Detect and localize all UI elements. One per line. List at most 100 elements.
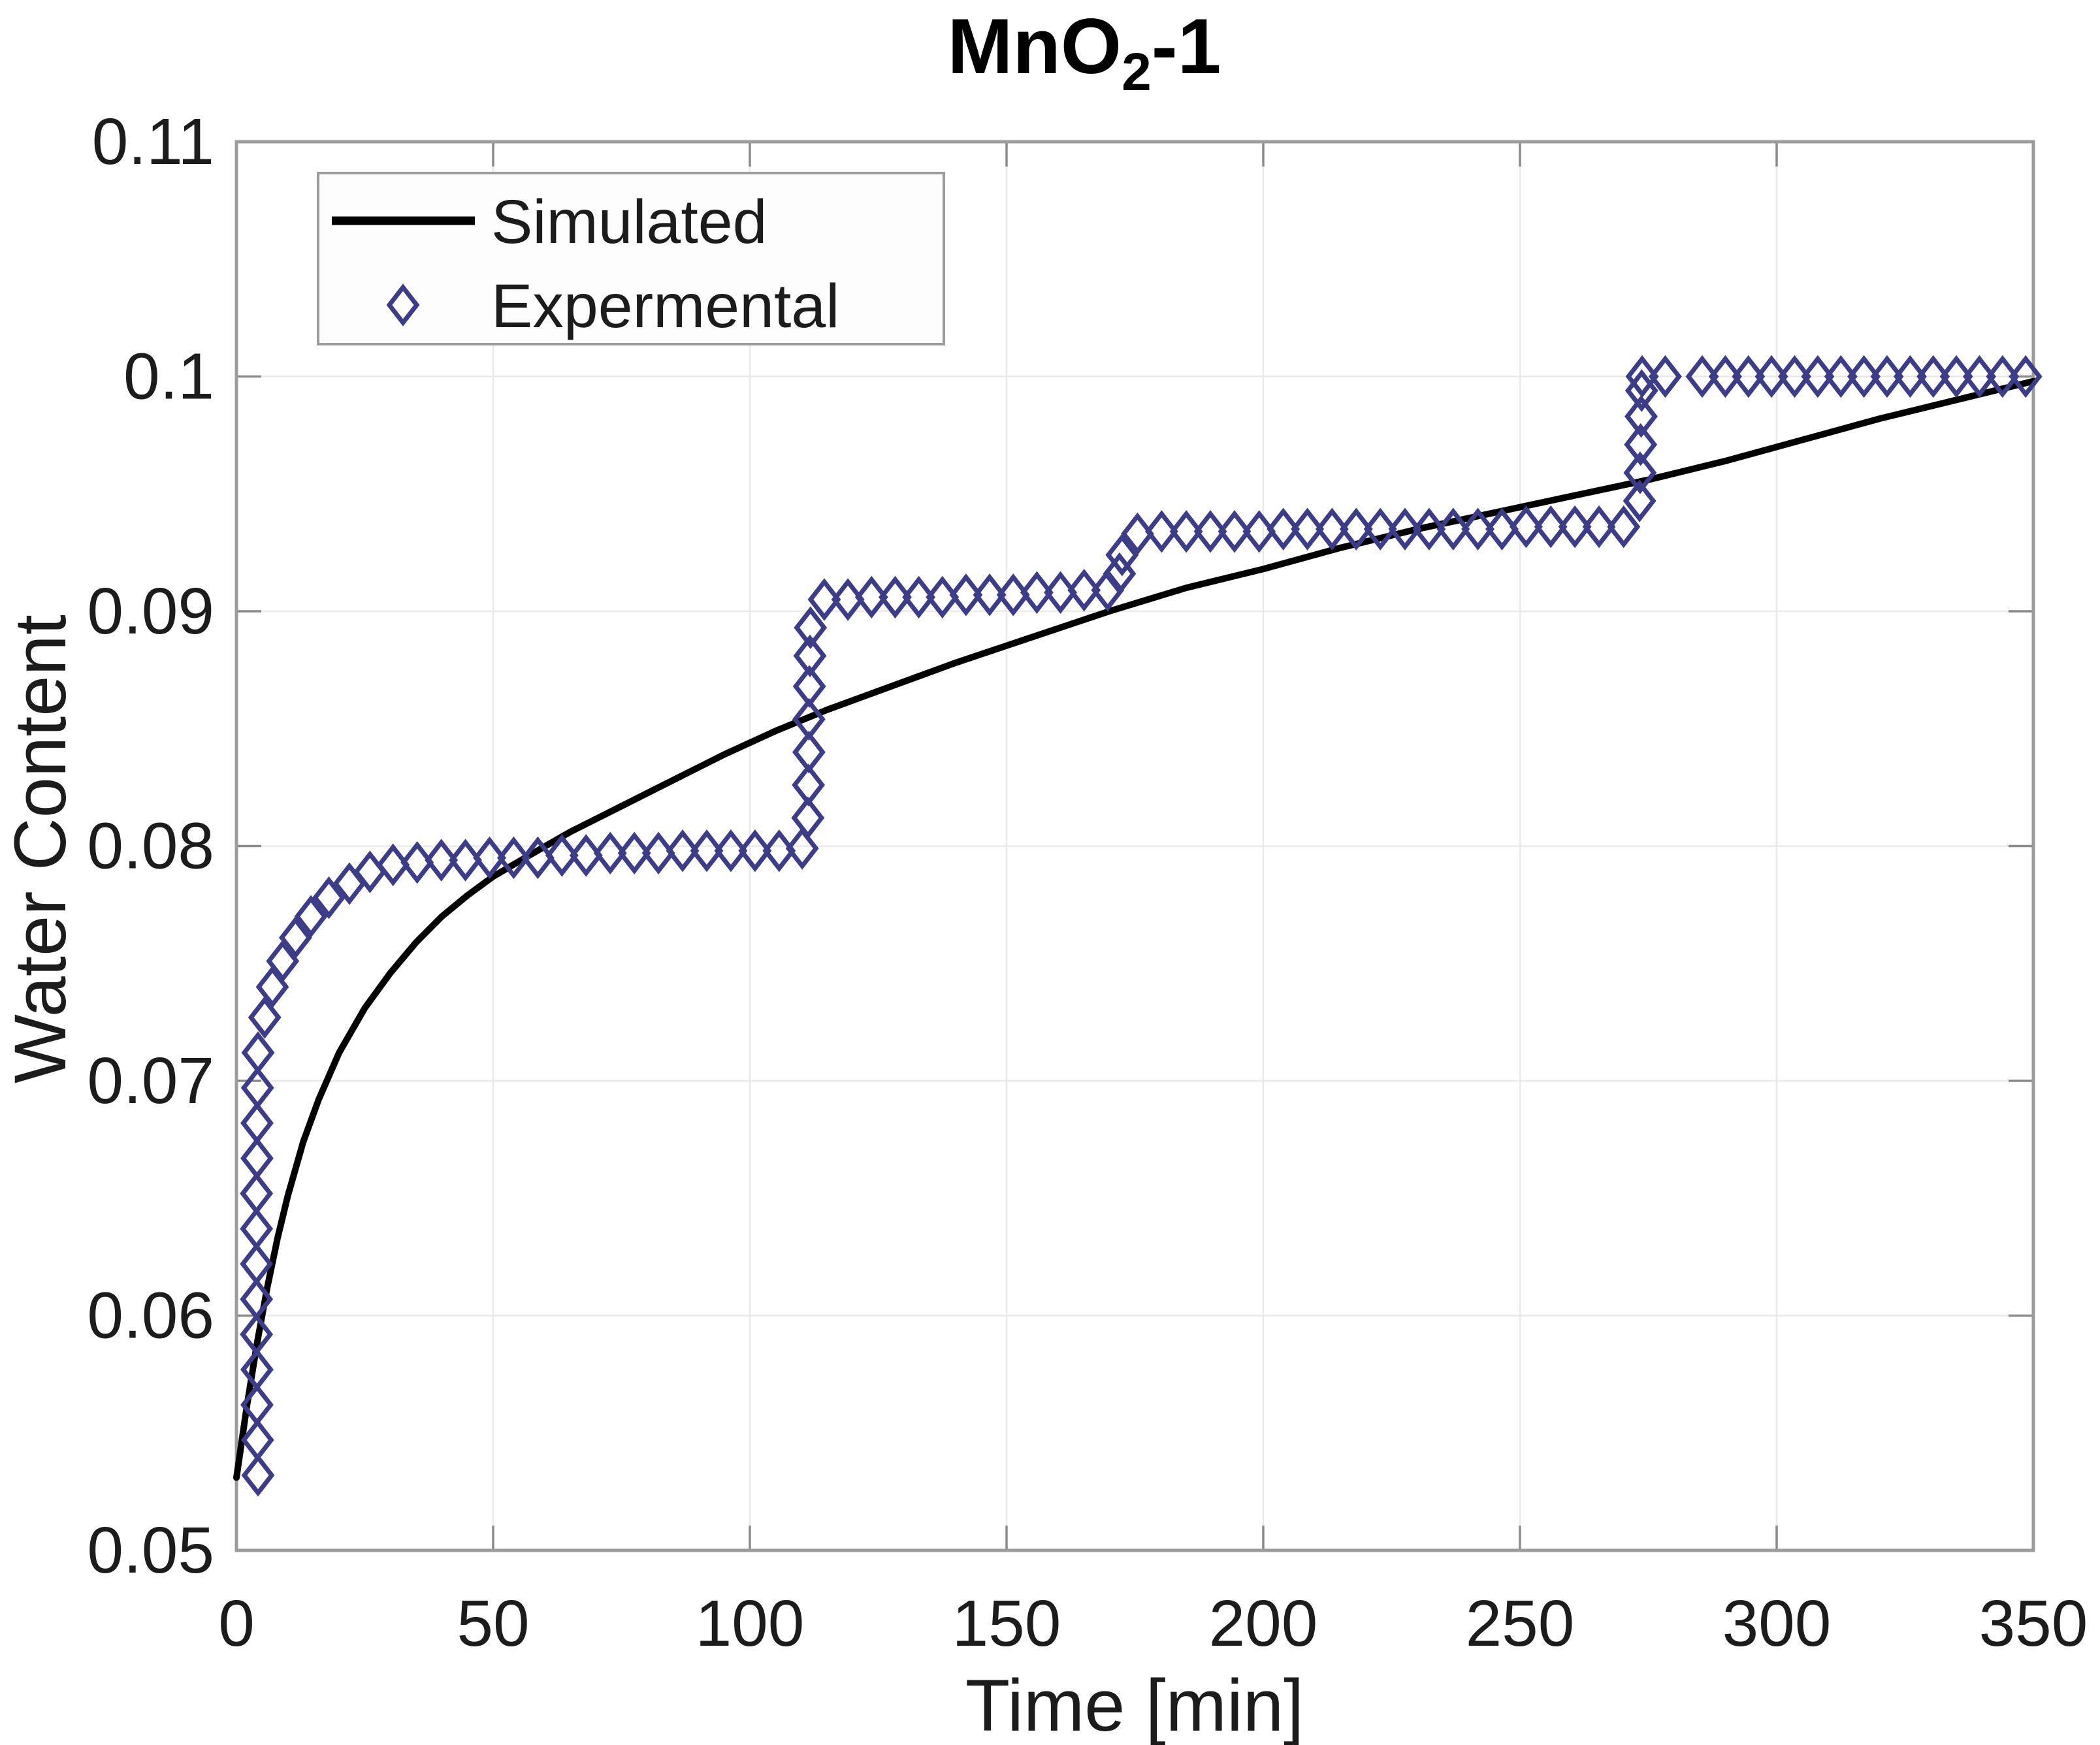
experimental-data-point: [240, 1136, 274, 1180]
experimental-data-point: [792, 730, 826, 774]
plot-border: [234, 140, 2035, 1552]
experimental-data-point: [1754, 355, 1788, 398]
x-tick-label: 300: [1722, 1587, 1832, 1660]
simulated-curve: [233, 377, 2037, 1481]
y-tick-label: 0.06: [87, 1279, 214, 1353]
experimental-data-point: [1315, 507, 1349, 551]
experimental-data-point: [1939, 355, 1973, 398]
experimental-data-point: [241, 1031, 275, 1074]
y-tick-label: 0.1: [123, 340, 214, 413]
experimental-data-point: [1509, 505, 1543, 549]
chart-title-prefix: MnO: [948, 3, 1122, 90]
experimental-data-point: [266, 939, 300, 983]
experimental-data-point: [240, 1313, 274, 1356]
experimental-data-point: [1824, 355, 1858, 398]
experimental-data-point: [2009, 355, 2043, 398]
experimental-data-point: [1534, 505, 1568, 549]
experimental-data-point: [1963, 355, 1996, 398]
experimental-data-point: [521, 836, 555, 880]
experimental-data-point: [1870, 355, 1904, 398]
x-tick-label: 350: [1979, 1587, 2088, 1660]
x-tick-label: 150: [952, 1587, 1061, 1660]
experimental-data-point: [240, 1348, 274, 1391]
x-tick-labels: 0 50 100 150 200 250 300 350: [218, 1587, 2088, 1660]
experimental-data-point: [791, 796, 825, 840]
experimental-data-point: [1847, 355, 1881, 398]
experimental-data-point: [1103, 552, 1137, 596]
y-tick-label: 0.08: [87, 810, 214, 883]
x-tick-label: 50: [457, 1587, 529, 1660]
experimental-data-point: [762, 829, 796, 872]
y-axis-label: Water Content: [0, 615, 81, 1083]
experimental-data-point: [879, 575, 912, 619]
experimental-data-point: [926, 575, 960, 619]
experimental-data-point: [1623, 479, 1656, 522]
experimental-data-point: [400, 840, 434, 884]
experimental-data-point: [240, 1172, 274, 1215]
experimental-data-point: [294, 895, 328, 938]
experimental-data-point: [1105, 534, 1139, 577]
experimental-data-point: [996, 573, 1030, 616]
legend: Simulated Expermental: [317, 172, 945, 345]
legend-diamond-icon: [386, 283, 420, 327]
experimental-data-point: [473, 836, 506, 880]
experimental-scatter-series: [240, 355, 2043, 1497]
experimental-data-point: [1412, 507, 1446, 551]
experimental-data-point: [1685, 355, 1719, 398]
experimental-data-point: [449, 839, 482, 882]
experimental-data-point: [1461, 507, 1494, 551]
experimental-data-point: [240, 1277, 274, 1321]
legend-label-simulated: Simulated: [491, 187, 767, 257]
experimental-data-point: [792, 697, 826, 741]
x-tick-label: 0: [218, 1587, 255, 1660]
experimental-data-point: [1708, 355, 1742, 398]
experimental-data-point: [1067, 568, 1101, 612]
legend-box: [317, 172, 945, 345]
experimental-data-point: [1624, 423, 1658, 466]
experimental-data-point: [785, 827, 819, 870]
experimental-data-point: [854, 575, 888, 619]
experimental-data-point: [1218, 510, 1252, 553]
experimental-data-point: [641, 831, 675, 874]
experimental-data-point: [1339, 507, 1373, 551]
experimental-data-point: [1363, 507, 1397, 551]
experimental-data-point: [1291, 507, 1325, 551]
experimental-data-point: [240, 1242, 274, 1286]
experimental-data-point: [248, 996, 282, 1039]
experimental-data-point: [240, 1383, 274, 1426]
y-tick-label: 0.05: [87, 1514, 214, 1587]
x-axis-label: Time [min]: [965, 1665, 1304, 1745]
experimental-data-point: [1624, 394, 1658, 438]
x-tick-label: 200: [1209, 1587, 1318, 1660]
experimental-data-point: [1485, 507, 1519, 551]
experimental-data-point: [690, 829, 724, 872]
experimental-data-point: [240, 1066, 274, 1110]
experimental-data-point: [1893, 355, 1927, 398]
experimental-data-point: [738, 829, 772, 872]
y-tick-label: 0.11: [92, 105, 214, 178]
experimental-data-point: [240, 1418, 274, 1462]
legend-label-experimental: Expermental: [491, 272, 839, 341]
experimental-data-point: [1193, 510, 1227, 553]
experimental-data-point: [240, 1102, 274, 1145]
experimental-data-point: [831, 578, 865, 621]
experimental-data-point: [1558, 505, 1592, 549]
experimental-data-point: [545, 834, 579, 877]
experimental-data-point: [569, 834, 603, 877]
experimental-data-point: [973, 573, 1007, 616]
experimental-data-point: [902, 575, 936, 619]
experimental-data-point: [1732, 355, 1766, 398]
experimental-data-point: [1623, 451, 1657, 494]
experimental-data-point: [1242, 510, 1276, 553]
experimental-data-point: [1986, 355, 2020, 398]
experimental-data-point: [617, 831, 651, 874]
experimental-data-point: [807, 578, 841, 621]
experimental-data-point: [1916, 355, 1950, 398]
y-tick-label: 0.09: [87, 575, 214, 648]
experimental-data-point: [792, 665, 826, 708]
x-tick-label: 250: [1466, 1587, 1575, 1660]
experimental-data-point: [312, 876, 346, 920]
chart-title-subscript: 2: [1122, 42, 1152, 102]
